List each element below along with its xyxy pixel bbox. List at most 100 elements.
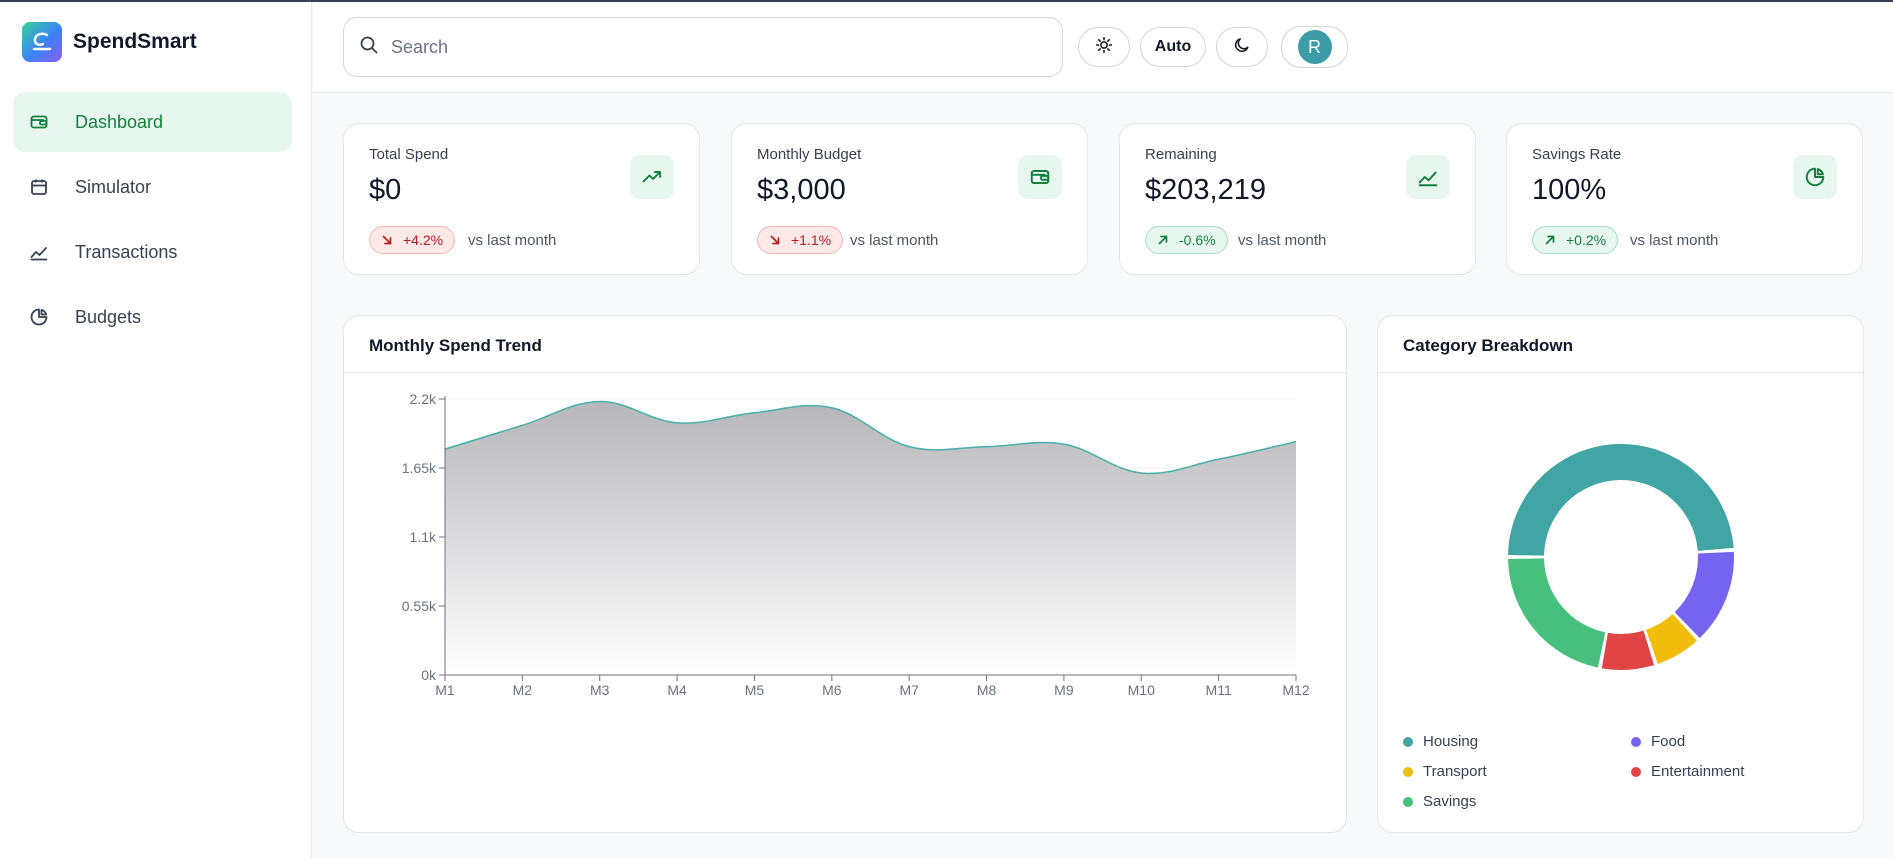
brand[interactable]: SpendSmart: [22, 22, 197, 62]
avatar: R: [1297, 30, 1332, 64]
x-tick-label: M10: [1128, 682, 1155, 698]
sun-icon: [1095, 36, 1113, 59]
wallet-icon: [28, 111, 50, 133]
category-donut-chart: [1508, 444, 1734, 670]
divider: [1378, 372, 1863, 373]
x-tick-label: M9: [1054, 682, 1074, 698]
legend-label: Housing: [1423, 733, 1479, 750]
arrow-down-right-icon: [769, 234, 781, 246]
donut-slice-food: [1674, 551, 1734, 639]
legend-dot: [1403, 766, 1413, 777]
donut-slice-housing: [1508, 444, 1734, 556]
sidebar-item-dashboard[interactable]: Dashboard: [13, 92, 292, 152]
legend-item-entertainment: Entertainment: [1631, 763, 1744, 780]
arrow-up-right-icon: [1544, 234, 1556, 246]
legend-item-food: Food: [1631, 733, 1685, 750]
sidebar-item-budgets[interactable]: Budgets: [13, 287, 292, 347]
y-tick-label: 0.55k: [402, 598, 437, 614]
x-tick-label: M11: [1206, 682, 1232, 698]
sidebar-item-label: Budgets: [75, 306, 142, 327]
sidebar-item-transactions[interactable]: Transactions: [13, 222, 292, 282]
search-input[interactable]: [391, 36, 1031, 58]
y-tick-label: 1.1k: [410, 529, 437, 545]
calendar-icon: [28, 176, 50, 198]
app-name: SpendSmart: [73, 30, 197, 53]
stat-label: Monthly Budget: [757, 146, 862, 163]
profile-button[interactable]: R: [1281, 26, 1348, 68]
stat-value: $203,219: [1145, 174, 1266, 206]
pie-chart-icon: [28, 306, 50, 328]
change-badge: +0.2%: [1532, 226, 1619, 254]
x-tick-label: M4: [667, 682, 687, 698]
legend-item-housing: Housing: [1403, 733, 1478, 750]
pie-chart-icon: [1793, 155, 1837, 199]
x-tick-label: M1: [435, 682, 455, 698]
donut-slice-savings: [1508, 558, 1606, 668]
x-tick-label: M7: [899, 682, 919, 698]
legend-label: Transport: [1423, 763, 1487, 780]
auto-theme-button[interactable]: Auto: [1140, 27, 1206, 67]
stat-label: Savings Rate: [1532, 146, 1622, 163]
legend-label: Entertainment: [1651, 763, 1745, 780]
comparison-text: vs last month: [1238, 232, 1327, 249]
spend-trend-chart: 0k 0.55k 1.1k 1.65k 2.2k M1 M2 M3 M4 M5 M6 M7 M8 M9 M1…: [402, 391, 1310, 698]
change-value: -0.6%: [1179, 232, 1216, 248]
x-tick-label: M12: [1282, 682, 1309, 698]
light-theme-button[interactable]: [1078, 27, 1130, 67]
sidebar-item-label: Simulator: [75, 176, 152, 197]
legend-dot: [1631, 766, 1641, 777]
stat-card-savings-rate: Savings Rate 100% +0.2% vs last month: [1506, 123, 1863, 275]
change-badge: +4.2%: [369, 226, 456, 254]
x-tick-label: M5: [745, 682, 765, 698]
comparison-text: vs last month: [468, 232, 557, 249]
app-logo-icon: [22, 22, 62, 62]
y-tick-label: 1.65k: [402, 460, 437, 476]
category-breakdown-card: Category Breakdown Housing Food Transpor…: [1377, 315, 1864, 833]
arrow-down-right-icon: [381, 234, 393, 246]
comparison-text: vs last month: [1630, 232, 1719, 249]
divider: [344, 372, 1346, 373]
legend-dot: [1631, 736, 1641, 747]
legend-item-savings: Savings: [1403, 793, 1476, 810]
trend-line-icon: [28, 241, 50, 263]
stat-value: 100%: [1532, 174, 1607, 206]
y-tick-label: 2.2k: [410, 391, 437, 407]
search-box[interactable]: [343, 17, 1063, 77]
trend-area: [445, 401, 1296, 675]
legend-dot: [1403, 736, 1413, 747]
comparison-text: vs last month: [850, 232, 939, 249]
search-icon: [359, 35, 379, 60]
x-tick-label: M6: [822, 682, 842, 698]
stat-label: Remaining: [1145, 146, 1217, 163]
legend-label: Food: [1651, 733, 1686, 750]
top-header: Auto R: [313, 0, 1893, 93]
moon-icon: [1233, 36, 1251, 59]
stat-value: $3,000: [757, 174, 846, 206]
trending-up-icon: [630, 155, 674, 199]
card-title: Monthly Spend Trend: [369, 336, 542, 355]
trend-line-icon: [1406, 155, 1450, 199]
x-tick-label: M2: [513, 682, 533, 698]
sidebar-item-simulator[interactable]: Simulator: [13, 157, 292, 217]
sidebar-item-label: Dashboard: [75, 111, 164, 132]
monthly-spend-trend-card: Monthly Spend Trend 0k 0.55k 1.1k 1.65k 2.2k…: [343, 315, 1347, 833]
trend-line: [444, 400, 1297, 475]
legend-label: Savings: [1423, 793, 1477, 810]
dark-theme-button[interactable]: [1216, 27, 1268, 67]
change-value: +0.2%: [1566, 232, 1607, 248]
stat-value: $0: [369, 174, 402, 206]
stat-card-total-spend: Total Spend $0 +4.2% vs last month: [343, 123, 700, 275]
legend-item-transport: Transport: [1403, 763, 1487, 780]
change-badge: -0.6%: [1145, 226, 1228, 254]
arrow-up-right-icon: [1157, 234, 1169, 246]
donut-slice-entertainment: [1601, 630, 1655, 670]
change-badge: +1.1%: [757, 226, 844, 254]
wallet-icon: [1018, 155, 1062, 199]
change-value: +4.2%: [403, 232, 444, 248]
sidebar-nav: Dashboard Simulator Transactions Budgets: [13, 92, 292, 352]
stat-card-monthly-budget: Monthly Budget $3,000 +1.1% vs last mont…: [731, 123, 1088, 275]
sidebar: SpendSmart Dashboard Simulator Transacti…: [0, 0, 312, 858]
stat-card-remaining: Remaining $203,219 -0.6% vs last month: [1119, 123, 1476, 275]
stat-label: Total Spend: [369, 146, 449, 163]
x-tick-label: M8: [977, 682, 997, 698]
